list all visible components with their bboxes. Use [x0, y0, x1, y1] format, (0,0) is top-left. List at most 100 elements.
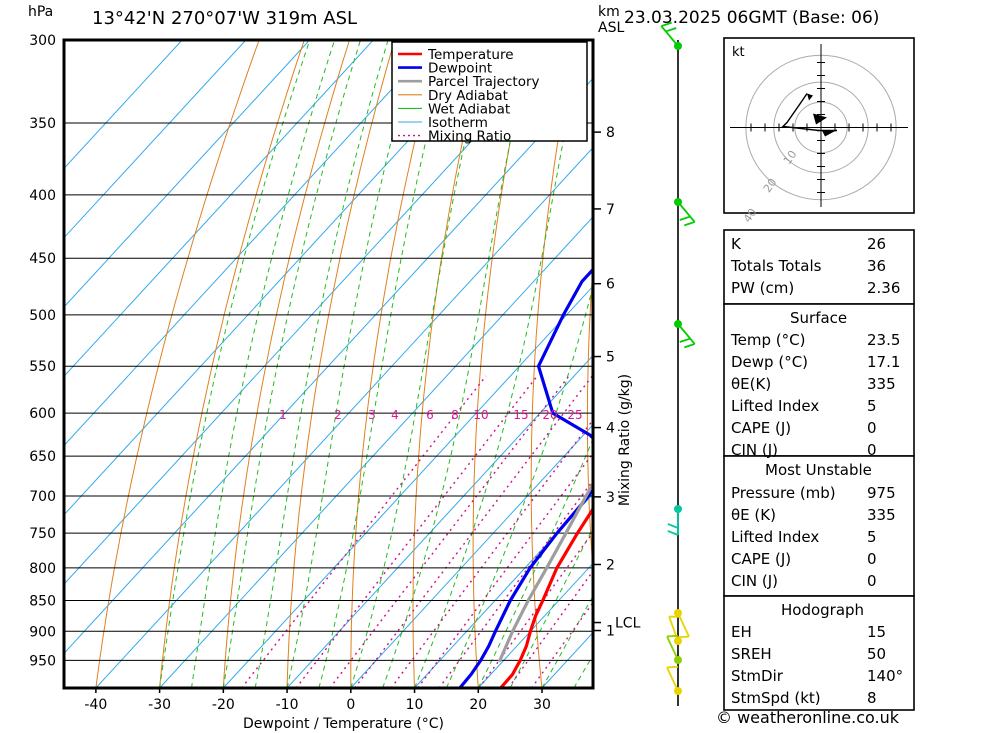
isotherm-line: [222, 285, 593, 688]
pressure-tick-label: 800: [29, 561, 56, 577]
plot-frame: [62, 38, 595, 690]
pressure-tick-label: 600: [29, 406, 56, 422]
wet-adiabat-line: [350, 40, 489, 688]
dry-adiabat-line: [586, 259, 593, 576]
wind-barb-feather: [661, 21, 673, 27]
background-lines: [64, 22, 1000, 688]
wet-adiabat-line: [382, 40, 532, 688]
mixing-ratio-label: 1: [279, 408, 287, 422]
dry-adiabat-line: [937, 22, 1000, 688]
isotherm-line: [159, 216, 593, 688]
wind-barb: [674, 609, 690, 639]
km-axis: 1 2 3 4 5 6 7 8 LCL Mixing Ratio (g/kg): [593, 125, 641, 640]
km-tick-label: 4: [606, 421, 615, 437]
pressure-tick-label: 300: [29, 33, 56, 49]
pressure-tick-label: 350: [29, 116, 56, 132]
pressure-tick-label: 700: [29, 489, 56, 505]
x-tick-label: -40: [84, 697, 107, 713]
wind-barb-shaft: [660, 25, 679, 47]
pressure-tick-label: 850: [29, 594, 56, 610]
mixing-ratio-axis-label: Mixing Ratio (g/kg): [617, 374, 633, 506]
isotherm-line: [414, 493, 593, 688]
mixing-ratio-label: 8: [451, 408, 459, 422]
most-unstable-panel: [723, 455, 915, 597]
wind-barb: [660, 21, 682, 50]
hodograph-trace: [781, 93, 820, 132]
isotherm-line: [64, 40, 183, 170]
x-tick-label: 10: [406, 697, 424, 713]
hodograph-box: [723, 37, 915, 214]
wind-barbs: [660, 21, 696, 695]
mixing-ratio-labels: 1 2 3 4 6 8 10 15 20 25: [279, 408, 582, 422]
pressure-tick-label: 500: [29, 308, 56, 324]
mixing-ratio-line: [390, 418, 593, 688]
pressure-tick-label: 400: [29, 188, 56, 204]
wind-barb-feather: [667, 530, 679, 536]
wind-barb: [674, 198, 696, 227]
wind-barb-shaft: [677, 201, 696, 223]
wet-adiabat-line: [191, 40, 336, 688]
pressure-tick-label: 450: [29, 251, 56, 267]
x-tick-label: 20: [469, 697, 487, 713]
legend-item-label: Parcel Trajectory: [428, 74, 540, 90]
wet-adiabat-line: [254, 40, 389, 688]
x-axis: -40 -30 -20 -10 0 10 20 30 Dewpoint / Temperatur…: [84, 688, 551, 732]
series-parcel-trajectory-curve: [498, 480, 593, 662]
sounding-curves: [458, 267, 593, 688]
dry-adiabat-line: [982, 22, 1000, 688]
wet-adiabat-line: [509, 526, 593, 688]
mixing-ratio-line: [295, 375, 538, 688]
mixing-ratio-label: 3: [368, 408, 376, 422]
x-tick-label: 30: [533, 697, 551, 713]
dry-adiabat-line: [642, 22, 670, 688]
hodograph-unit-label: kt: [732, 45, 745, 60]
indices-panel: [723, 229, 915, 305]
km-tick-label: 1: [606, 624, 615, 640]
legend-item-label: Mixing Ratio: [428, 129, 511, 145]
wind-barb: [666, 634, 682, 664]
km-tick-label: 2: [606, 557, 615, 573]
dry-adiabat-line: [350, 40, 441, 688]
series-temperature-curve: [499, 506, 593, 688]
wind-barb-feather: [679, 337, 691, 343]
mixing-ratio-label: 4: [391, 408, 399, 422]
pressure-tick-label: 900: [29, 624, 56, 640]
mixing-ratio-label: 2: [334, 408, 342, 422]
pressure-tick-label: 650: [29, 449, 56, 465]
x-tick-label: -30: [148, 697, 171, 713]
dry-adiabat-line: [286, 40, 396, 688]
wind-barb-feather: [683, 221, 695, 227]
wind-barb-feather: [666, 665, 679, 669]
isotherm-line: [64, 77, 593, 655]
x-axis-label: Dewpoint / Temperature (°C): [243, 716, 444, 732]
legend-item-label: Isotherm: [428, 115, 488, 131]
wet-adiabat-line: [477, 437, 593, 688]
isotherm-line: [64, 40, 310, 308]
dry-adiabat-line: [95, 40, 260, 688]
hodograph-storm-arrow: [813, 113, 827, 125]
isotherm-line: [64, 40, 438, 447]
wind-barb-feather: [665, 27, 677, 33]
isotherm-line: [350, 424, 593, 688]
legend-item-label: Temperature: [427, 47, 514, 63]
mixing-ratio-label: 25: [567, 408, 582, 422]
x-tick-label: 0: [346, 697, 355, 713]
hodograph-marker: [807, 93, 813, 101]
km-tick-label: 6: [606, 277, 615, 293]
wind-barb-feather: [683, 343, 695, 349]
x-tick-label: -20: [212, 697, 235, 713]
lcl-label: LCL: [615, 616, 641, 632]
hodograph-storm-motion: [822, 130, 836, 137]
wet-adiabat-line: [222, 40, 362, 688]
wind-barb-shaft: [677, 323, 696, 345]
wind-barb: [674, 320, 696, 349]
pressure-tick-label: 950: [29, 653, 56, 669]
wind-barb-feather: [667, 523, 679, 529]
dry-adiabat-line: [472, 40, 531, 688]
dry-adiabat-line: [222, 40, 351, 688]
wind-barb-feather: [677, 635, 690, 639]
surface-panel: [723, 303, 915, 457]
